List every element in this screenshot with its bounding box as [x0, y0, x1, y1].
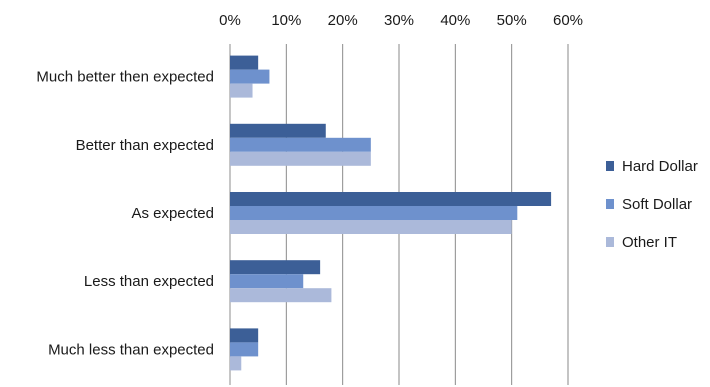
bar-hard-dollar — [230, 260, 321, 275]
x-tick-label: 20% — [328, 12, 358, 29]
x-axis-tick-labels: 0% 10% 20% 30% 40% 50% 60% — [219, 12, 583, 29]
legend: Hard Dollar Soft Dollar Other IT — [606, 158, 698, 251]
category-label: As expected — [131, 205, 214, 222]
legend-swatch — [606, 237, 614, 247]
legend-swatch — [606, 199, 614, 209]
x-tick-label: 30% — [384, 12, 414, 29]
category-labels: Much better then expected Better than exp… — [36, 69, 214, 359]
bar-soft-dollar — [230, 206, 518, 220]
legend-label: Hard Dollar — [622, 158, 698, 175]
x-tick-label: 40% — [440, 12, 470, 29]
x-tick-label: 0% — [219, 12, 241, 29]
legend-label: Other IT — [622, 234, 677, 251]
bar-soft-dollar — [230, 342, 259, 357]
bar-soft-dollar — [230, 69, 270, 84]
bar-hard-dollar — [230, 192, 552, 206]
bars — [230, 55, 552, 371]
x-tick-label: 60% — [553, 12, 583, 29]
x-tick-label: 50% — [497, 12, 527, 29]
x-tick-label: 10% — [271, 12, 301, 29]
bar-other-it — [230, 220, 512, 234]
category-label: Better than expected — [76, 137, 214, 154]
legend-label: Soft Dollar — [622, 196, 692, 213]
category-label: Much less than expected — [48, 341, 214, 358]
bar-soft-dollar — [230, 137, 371, 152]
legend-swatch — [606, 161, 614, 171]
bar-hard-dollar — [230, 55, 259, 70]
bar-hard-dollar — [230, 328, 259, 343]
bar-other-it — [230, 151, 371, 166]
bar-other-it — [230, 83, 253, 98]
bar-other-it — [230, 356, 242, 371]
category-label: Much better then expected — [36, 69, 214, 86]
bar-hard-dollar — [230, 123, 326, 138]
bar-other-it — [230, 288, 332, 303]
bar-soft-dollar — [230, 274, 304, 289]
category-label: Less than expected — [84, 273, 214, 290]
